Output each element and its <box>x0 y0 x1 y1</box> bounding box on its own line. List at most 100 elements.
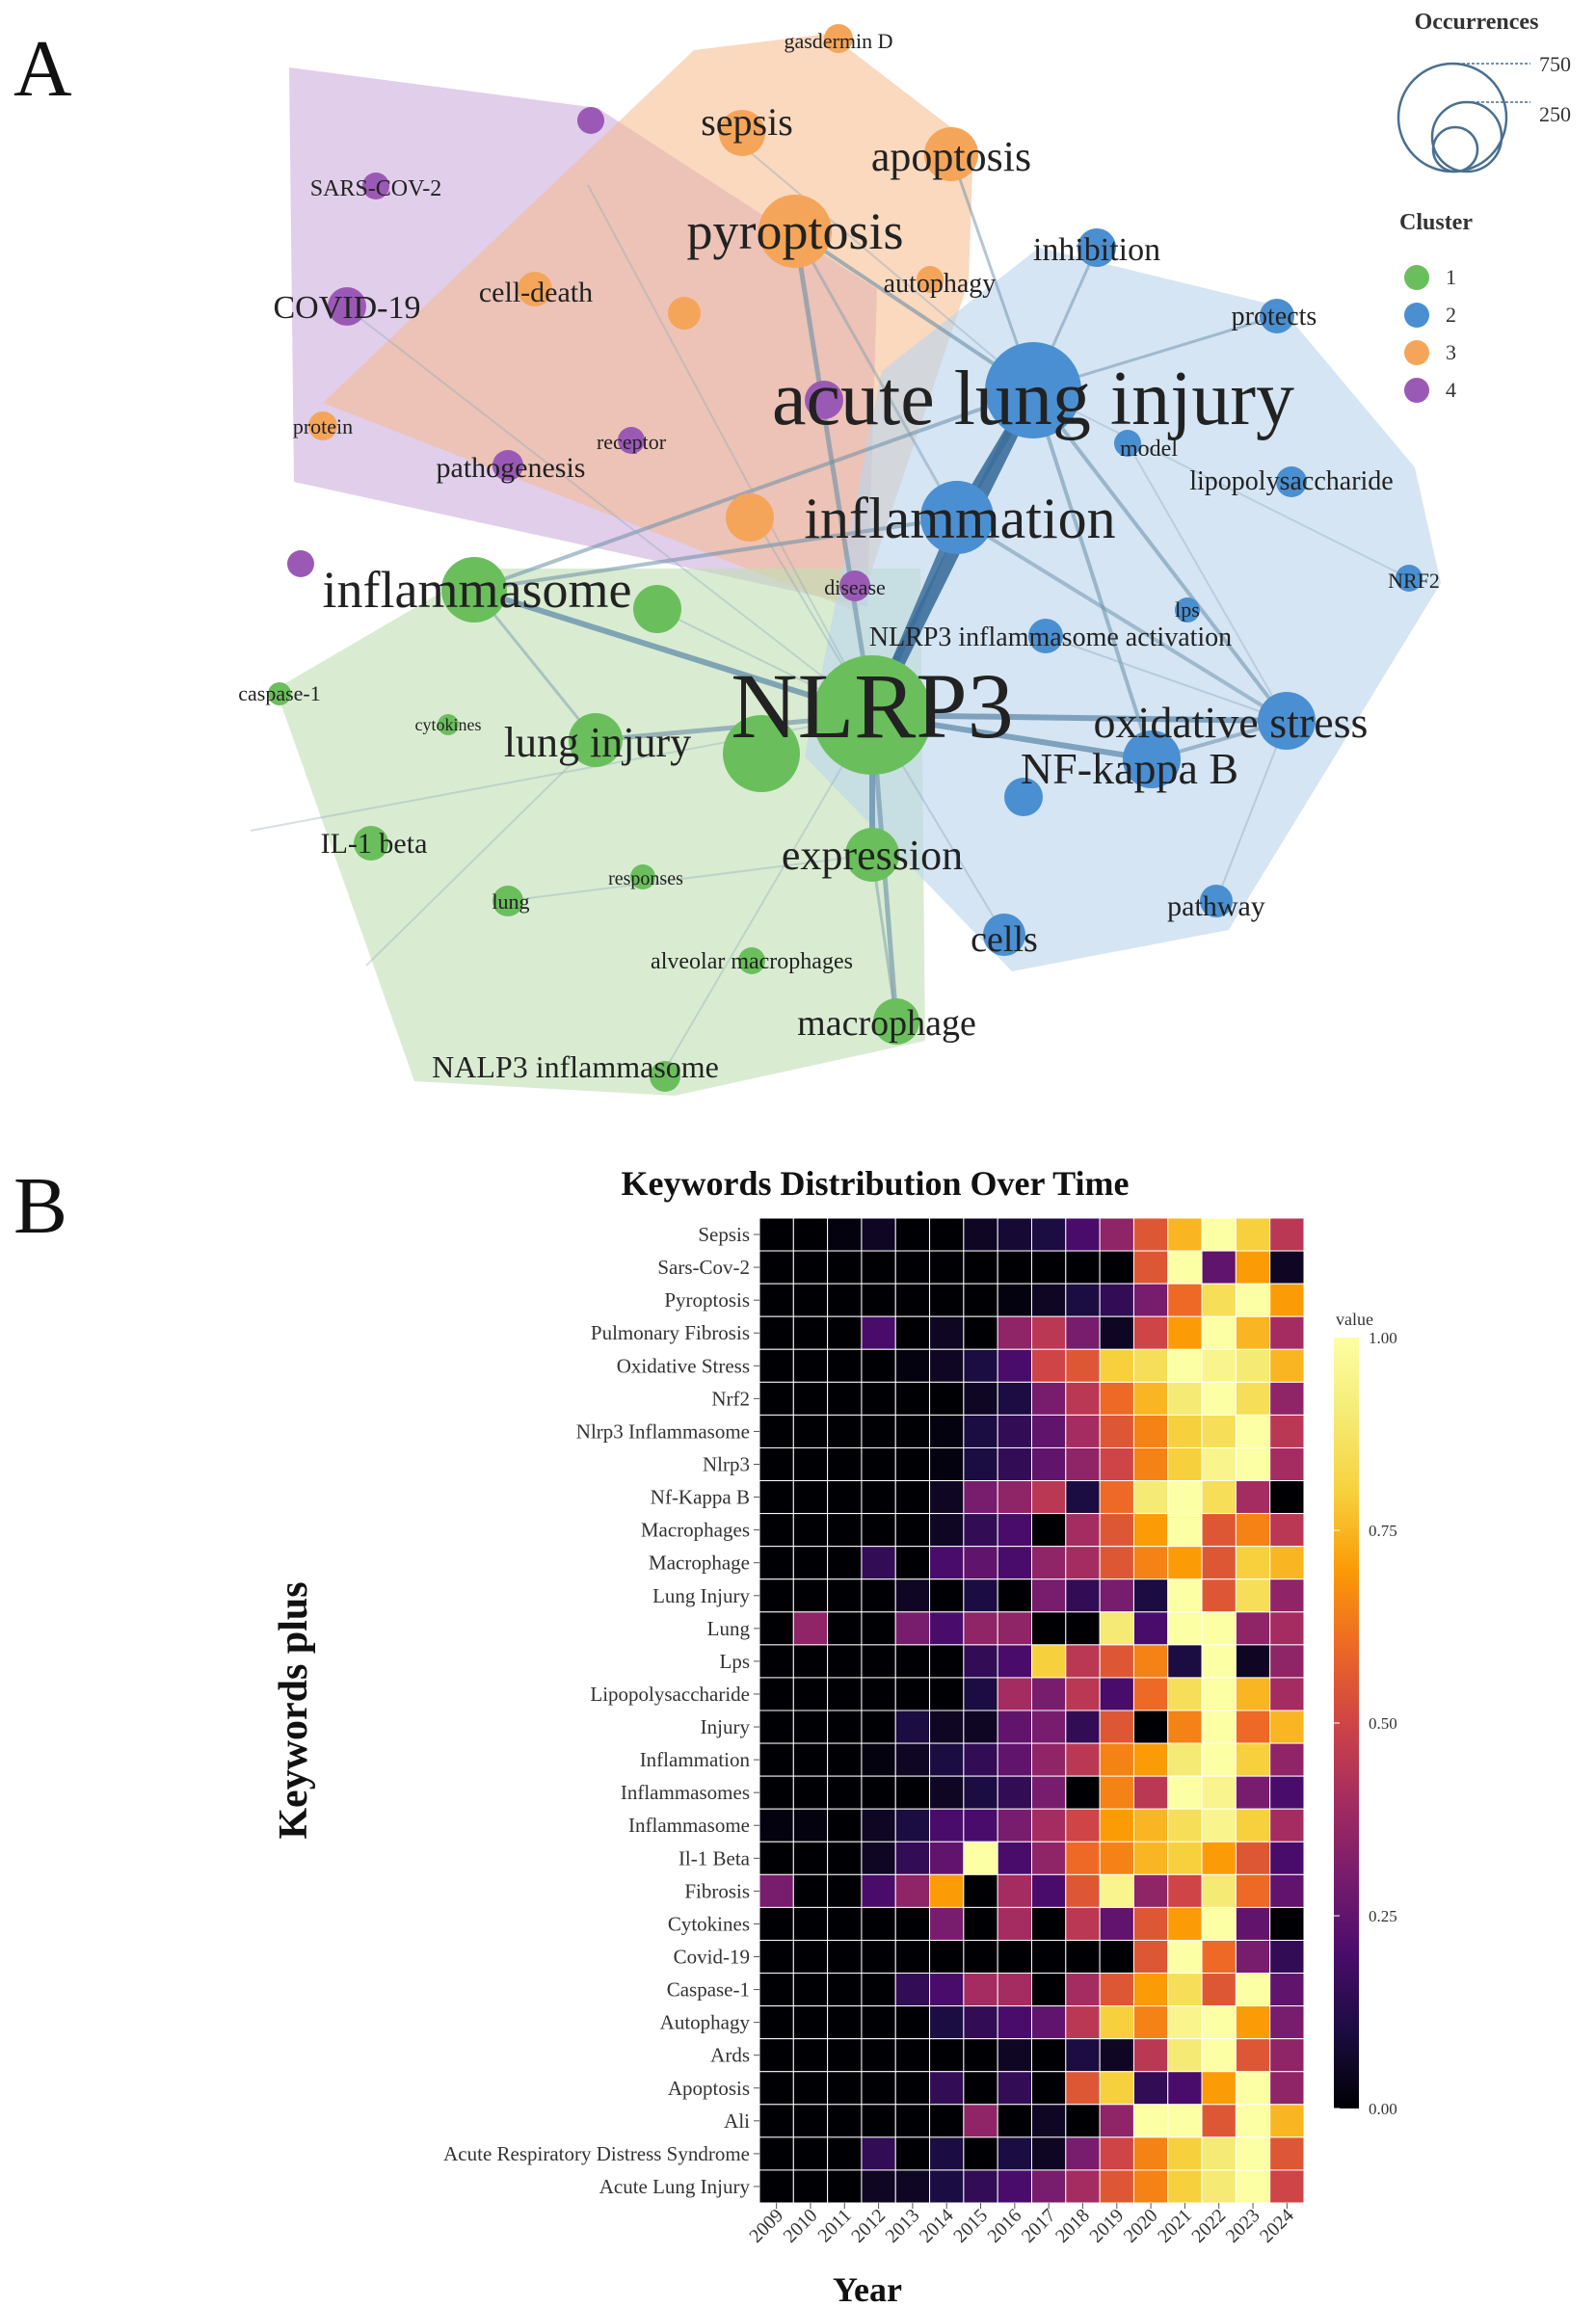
heatmap-cell <box>792 1808 829 1843</box>
node-sepsis <box>719 110 765 156</box>
heatmap-cell <box>1269 1283 1305 1317</box>
heatmap-cell <box>792 1873 829 1908</box>
heatmap-row-label: Acute Respiratory Distress Syndrome <box>443 2142 750 2165</box>
heatmap-cell <box>758 1710 794 1744</box>
heatmap-cell <box>997 2169 1032 2204</box>
heatmap-cell <box>929 1578 965 1613</box>
heatmap-cell <box>963 1446 998 1482</box>
heatmap-cell <box>861 1973 896 2007</box>
heatmap-cell <box>1269 1546 1305 1580</box>
heatmap-cell <box>1132 1677 1169 1711</box>
heatmap-cell <box>758 2038 794 2073</box>
heatmap-cell <box>758 1480 794 1515</box>
node-pathogenesis <box>492 450 523 481</box>
heatmap-cell <box>997 1546 1032 1580</box>
heatmap-cell <box>1099 1217 1134 1252</box>
node-orange-extra <box>726 493 774 542</box>
heatmap-cell <box>861 1873 896 1908</box>
heatmap-cell <box>827 1348 863 1383</box>
heatmap-cell <box>963 2038 998 2073</box>
heatmap-cell <box>758 1217 794 1252</box>
heatmap-cell <box>997 1446 1032 1482</box>
heatmap-cell <box>827 1480 863 1515</box>
heatmap-cell <box>894 2038 931 2073</box>
heatmap-cell <box>997 1480 1032 1515</box>
heatmap-cell <box>1201 1546 1237 1580</box>
heatmap-cell <box>997 1381 1032 1416</box>
heatmap-cell <box>1235 1939 1271 1975</box>
heatmap-cell <box>1269 1710 1305 1744</box>
heatmap-cell <box>929 1250 965 1285</box>
edge <box>1031 389 1154 760</box>
heatmap-row-label: Pyroptosis <box>664 1288 750 1312</box>
node-label: responses <box>608 868 683 889</box>
heatmap-cell <box>894 1808 931 1843</box>
heatmap-year-label: 2018 <box>1051 2205 1094 2247</box>
cluster-legend-label-2: 2 <box>1446 303 1456 327</box>
heatmap-cell <box>1235 1513 1271 1548</box>
heatmap-cell <box>1099 1611 1134 1646</box>
heatmap-cell <box>1201 1710 1237 1744</box>
heatmap-cell <box>1235 1546 1271 1580</box>
heatmap-cell <box>963 1414 998 1448</box>
heatmap-cell <box>1235 1775 1271 1810</box>
heatmap-cell <box>1099 2038 1134 2073</box>
heatmap-cell <box>1201 2038 1237 2073</box>
occurrence-label-250: 250 <box>1539 102 1571 126</box>
heatmap-cell <box>1132 2038 1169 2073</box>
node-lps <box>1175 597 1200 623</box>
heatmap-cell <box>1031 1315 1067 1350</box>
heatmap-cell <box>894 1315 931 1350</box>
heatmap-cell <box>894 1348 931 1383</box>
heatmap-cell <box>894 1546 931 1580</box>
heatmap-cell <box>963 1217 998 1252</box>
heatmap-cell <box>929 1315 965 1350</box>
cluster-hull-2 <box>805 248 1441 971</box>
heatmap-cell <box>1201 2136 1237 2171</box>
heatmap-cell <box>997 1873 1032 1908</box>
heatmap-cell <box>963 1710 998 1744</box>
heatmap-cell <box>827 2038 863 2073</box>
cluster-legend-label-4: 4 <box>1446 378 1456 402</box>
heatmap-cell <box>1201 2071 1237 2106</box>
heatmap-row-label: Injury <box>701 1715 751 1738</box>
heatmap-cell <box>1031 1710 1067 1744</box>
heatmap-cell <box>827 1873 863 1908</box>
heatmap-cell <box>1235 1677 1271 1711</box>
heatmap-cell <box>963 1315 998 1350</box>
node-label: NALP3 inflammasome <box>432 1049 719 1084</box>
heatmap-cell <box>1269 1414 1305 1448</box>
heatmap-cell <box>827 1742 863 1777</box>
heatmap-cell <box>1167 1873 1203 1908</box>
node-autophagy <box>917 266 944 293</box>
edge <box>344 305 873 716</box>
heatmap-cell <box>1201 1513 1237 1548</box>
heatmap-cell <box>758 2169 794 2204</box>
heatmap-cell <box>827 1217 863 1252</box>
heatmap-cell <box>963 1873 998 1908</box>
heatmap-row-label: Inflammation <box>640 1748 751 1771</box>
heatmap-cell <box>894 1414 931 1448</box>
node-purple-left <box>287 550 314 577</box>
heatmap-cell <box>792 1546 829 1580</box>
heatmap-cell <box>792 1611 829 1646</box>
heatmap-cell <box>997 1939 1032 1975</box>
colorbar-tick-label: 0.00 <box>1369 2100 1397 2118</box>
edge <box>793 230 959 518</box>
heatmap-cell <box>861 1250 896 1285</box>
heatmap-cell <box>1031 1480 1067 1515</box>
edge <box>870 854 898 1022</box>
heatmap-cell <box>1167 1546 1203 1580</box>
heatmap-cell <box>1099 1742 1134 1777</box>
cluster-legend-items: 1 2 3 4 <box>1404 265 1456 403</box>
heatmap-cell <box>1099 1841 1134 1875</box>
heatmap-cell <box>758 1250 794 1285</box>
heatmap-cell <box>1235 2136 1271 2171</box>
heatmap-cell <box>1269 1742 1305 1777</box>
heatmap-cell <box>1269 1446 1305 1482</box>
node-inhibition <box>1077 228 1116 267</box>
node-nrf2 <box>1396 565 1423 592</box>
heatmap-title: Keywords Distribution Over Time <box>621 1164 1129 1203</box>
edge <box>473 516 958 592</box>
heatmap-cell <box>1065 1677 1101 1711</box>
